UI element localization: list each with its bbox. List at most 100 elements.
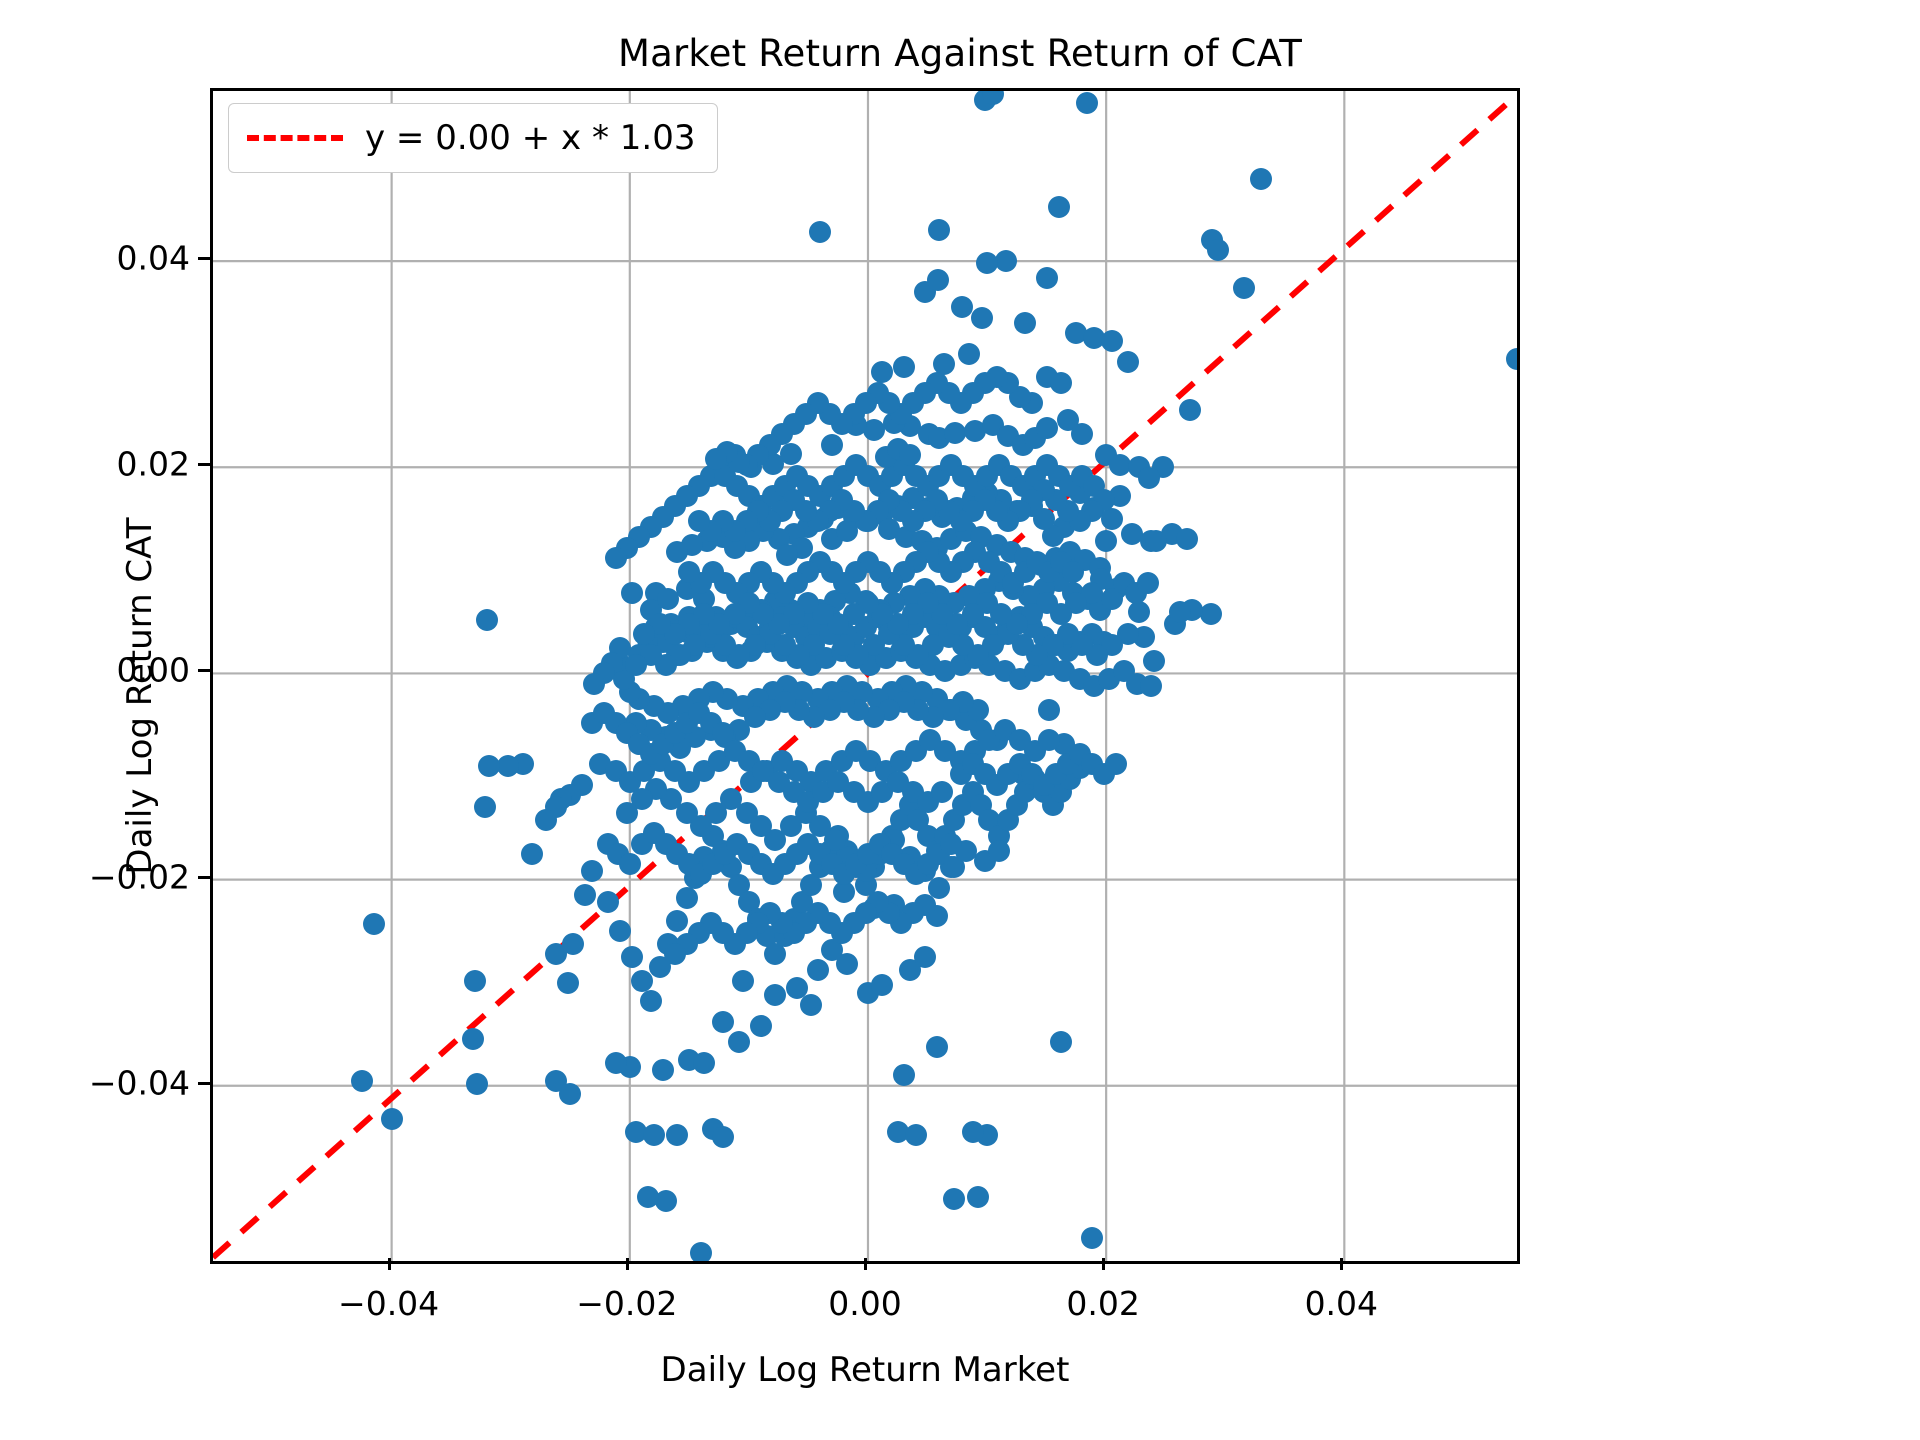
scatter-point	[1095, 530, 1118, 553]
scatter-point	[904, 1124, 927, 1147]
scatter-point	[630, 969, 653, 992]
scatter-point	[621, 945, 644, 968]
x-tick-label: 0.00	[828, 1284, 902, 1323]
scatter-point	[862, 633, 885, 656]
scatter-point	[463, 969, 486, 992]
scatter-point	[690, 1241, 713, 1261]
scatter-point	[666, 909, 689, 932]
scatter-point	[914, 945, 937, 968]
scatter-point	[1116, 351, 1139, 374]
scatter-point	[1178, 398, 1201, 421]
scatter-point	[892, 1064, 915, 1087]
scatter-point	[743, 633, 766, 656]
scatter-point	[380, 1107, 403, 1130]
scatter-point	[652, 1059, 675, 1082]
scatter-point	[664, 942, 687, 965]
scatter-point	[1121, 523, 1144, 546]
scatter-point	[478, 755, 501, 778]
scatter-point	[982, 91, 1005, 106]
scatter-point	[642, 1124, 665, 1147]
x-tick-mark	[863, 1258, 867, 1270]
scatter-point	[1101, 507, 1124, 530]
scatter-point	[621, 582, 644, 605]
legend-label: y = 0.00 + x * 1.03	[365, 118, 696, 158]
scatter-point	[1076, 92, 1099, 115]
x-tick-label: −0.02	[576, 1284, 678, 1323]
scatter-point	[833, 880, 856, 903]
scatter-point	[1071, 423, 1094, 446]
scatter-point	[624, 654, 647, 677]
scatter-point	[898, 443, 921, 466]
scatter-point	[871, 361, 894, 384]
scatter-point	[767, 612, 790, 635]
scatter-point	[799, 994, 822, 1017]
scatter-point	[971, 306, 994, 329]
scatter-point	[711, 1126, 734, 1149]
scatter-point	[926, 1035, 949, 1058]
scatter-point	[1049, 1031, 1072, 1054]
scatter-point	[544, 942, 567, 965]
scatter-point	[927, 268, 950, 291]
scatter-point	[618, 853, 641, 876]
scatter-point	[675, 801, 698, 824]
scatter-point	[821, 433, 844, 456]
scatter-point	[666, 1124, 689, 1147]
scatter-point	[1035, 266, 1058, 289]
y-tick-mark	[198, 257, 210, 261]
scatter-point	[987, 839, 1010, 862]
legend-line-swatch	[247, 135, 343, 141]
scatter-point	[964, 420, 987, 443]
scatter-point	[835, 953, 858, 976]
scatter-point	[461, 1028, 484, 1051]
scatter-point	[1168, 600, 1191, 623]
x-tick-mark	[1340, 1258, 1344, 1270]
scatter-point	[580, 860, 603, 883]
scatter-point	[690, 814, 713, 837]
legend: y = 0.00 + x * 1.03	[228, 103, 719, 173]
scatter-point	[1005, 612, 1028, 635]
scatter-point	[1133, 626, 1156, 649]
scatter-point	[821, 938, 844, 961]
scatter-point	[573, 884, 596, 907]
scatter-point	[749, 1014, 772, 1037]
scatter-point	[666, 540, 689, 563]
scatter-point	[743, 705, 766, 728]
y-tick-label: −0.04	[88, 1063, 190, 1103]
scatter-point	[942, 1188, 965, 1211]
y-tick-mark	[198, 875, 210, 879]
scatter-point	[497, 755, 520, 778]
scatter-point	[1128, 600, 1151, 623]
scatter-point	[704, 801, 727, 824]
scatter-point	[940, 832, 963, 855]
scatter-point	[535, 808, 558, 831]
scatter-point	[466, 1072, 489, 1095]
scatter-point	[1104, 753, 1127, 776]
scatter-point	[473, 796, 496, 819]
scatter-point	[660, 788, 683, 811]
y-tick-label: 0.02	[116, 444, 190, 484]
scatter-point	[561, 932, 584, 955]
scatter-point	[1009, 386, 1032, 409]
scatter-point	[799, 873, 822, 896]
scatter-point	[1037, 698, 1060, 721]
scatter-point	[604, 1052, 627, 1075]
y-tick-label: 0.00	[116, 650, 190, 690]
y-tick-label: 0.04	[116, 238, 190, 278]
scatter-point	[687, 509, 710, 532]
scatter-point	[675, 887, 698, 910]
scatter-point	[1101, 588, 1124, 611]
scatter-point	[1506, 348, 1517, 371]
scatter-point	[1109, 454, 1132, 477]
scatter-point	[943, 422, 966, 445]
scatter-point	[806, 959, 829, 982]
scatter-point	[678, 561, 701, 584]
scatter-point	[835, 520, 858, 543]
scatter-point	[559, 1083, 582, 1105]
scatter-point	[1014, 311, 1037, 334]
scatter-point	[1080, 1227, 1103, 1250]
scatter-point	[1101, 330, 1124, 353]
scatter-point	[616, 801, 639, 824]
scatter-point	[636, 1186, 659, 1209]
scatter-point	[1145, 530, 1168, 553]
